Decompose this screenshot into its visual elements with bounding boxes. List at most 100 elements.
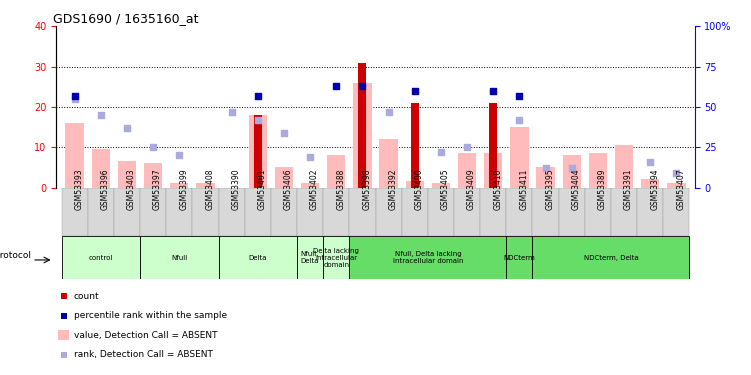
Text: GSM53389: GSM53389 xyxy=(598,168,607,210)
Bar xyxy=(144,164,162,188)
Point xyxy=(487,88,499,94)
Bar xyxy=(379,139,398,188)
Text: NDCterm, Delta: NDCterm, Delta xyxy=(584,255,638,261)
Text: GSM53397: GSM53397 xyxy=(153,168,162,210)
Bar xyxy=(327,155,345,188)
Point xyxy=(539,165,551,171)
Text: GSM53402: GSM53402 xyxy=(310,168,319,210)
Text: GSM53410: GSM53410 xyxy=(493,168,502,210)
Bar xyxy=(349,188,376,236)
Bar xyxy=(406,182,424,188)
Text: GSM53405: GSM53405 xyxy=(441,168,450,210)
Point xyxy=(357,83,369,89)
Point xyxy=(173,152,185,158)
Bar xyxy=(611,188,637,236)
Bar xyxy=(349,236,506,279)
Bar xyxy=(536,167,555,188)
Point xyxy=(435,149,447,155)
Bar xyxy=(323,236,349,279)
Point xyxy=(304,154,316,160)
Bar xyxy=(114,188,140,236)
Point xyxy=(68,93,80,99)
Bar xyxy=(532,236,689,279)
Bar xyxy=(192,188,219,236)
Bar xyxy=(615,145,633,188)
Text: NDCterm: NDCterm xyxy=(503,255,535,261)
Bar xyxy=(271,188,297,236)
Bar xyxy=(59,330,69,340)
Bar xyxy=(323,188,349,236)
Point xyxy=(68,96,80,102)
Bar xyxy=(196,183,215,188)
Bar xyxy=(585,188,611,236)
Text: control: control xyxy=(89,255,113,261)
Bar xyxy=(510,127,529,188)
Text: GSM53390: GSM53390 xyxy=(231,168,240,210)
Bar xyxy=(275,167,293,188)
Bar xyxy=(254,115,261,188)
Bar xyxy=(245,188,271,236)
Text: GSM53411: GSM53411 xyxy=(520,168,529,210)
Text: protocol: protocol xyxy=(0,251,31,260)
Text: GSM53401: GSM53401 xyxy=(258,168,267,210)
Bar xyxy=(589,153,607,188)
Text: GSM53388: GSM53388 xyxy=(336,168,345,210)
Bar xyxy=(62,236,140,279)
Point xyxy=(58,351,70,357)
Point xyxy=(514,93,526,99)
Bar xyxy=(559,188,585,236)
Bar xyxy=(490,103,497,188)
Bar xyxy=(358,63,366,188)
Bar xyxy=(667,183,686,188)
Bar xyxy=(118,161,136,188)
Point xyxy=(278,130,290,136)
Text: GSM53403: GSM53403 xyxy=(127,168,136,210)
Text: GSM53393: GSM53393 xyxy=(74,168,83,210)
Text: Delta: Delta xyxy=(249,255,267,261)
Text: GSM53396: GSM53396 xyxy=(101,168,110,210)
Bar xyxy=(62,188,88,236)
Text: GSM53400: GSM53400 xyxy=(415,168,424,210)
Bar xyxy=(88,188,114,236)
Bar xyxy=(402,188,428,236)
Bar xyxy=(376,188,402,236)
Point xyxy=(644,159,656,165)
Bar xyxy=(353,83,372,188)
Text: Delta lacking
intracellular
domain: Delta lacking intracellular domain xyxy=(313,248,359,268)
Bar xyxy=(506,236,532,279)
Text: count: count xyxy=(74,292,99,301)
Bar xyxy=(249,115,267,188)
Bar xyxy=(170,183,189,188)
Bar xyxy=(219,236,297,279)
Bar xyxy=(506,188,532,236)
Bar xyxy=(641,180,659,188)
Bar xyxy=(637,188,663,236)
Bar xyxy=(484,153,502,188)
Point xyxy=(330,83,342,89)
Text: GSM53404: GSM53404 xyxy=(572,168,581,210)
Bar xyxy=(219,188,245,236)
Bar xyxy=(140,188,166,236)
Bar xyxy=(454,188,480,236)
Bar xyxy=(65,123,84,188)
Text: percentile rank within the sample: percentile rank within the sample xyxy=(74,311,227,320)
Text: Nfull: Nfull xyxy=(171,255,188,261)
Bar xyxy=(297,236,323,279)
Bar xyxy=(458,153,476,188)
Point xyxy=(252,93,264,99)
Text: GSM53406: GSM53406 xyxy=(284,168,293,210)
Text: rank, Detection Call = ABSENT: rank, Detection Call = ABSENT xyxy=(74,350,213,359)
Bar xyxy=(562,155,581,188)
Bar xyxy=(428,188,454,236)
Point xyxy=(58,293,70,299)
Bar xyxy=(92,149,110,188)
Point xyxy=(121,125,133,131)
Text: value, Detection Call = ABSENT: value, Detection Call = ABSENT xyxy=(74,331,217,340)
Bar xyxy=(411,103,418,188)
Text: GSM53391: GSM53391 xyxy=(624,168,633,210)
Bar xyxy=(432,183,450,188)
Bar xyxy=(532,188,559,236)
Point xyxy=(461,144,473,150)
Point xyxy=(58,313,70,319)
Point xyxy=(147,144,159,150)
